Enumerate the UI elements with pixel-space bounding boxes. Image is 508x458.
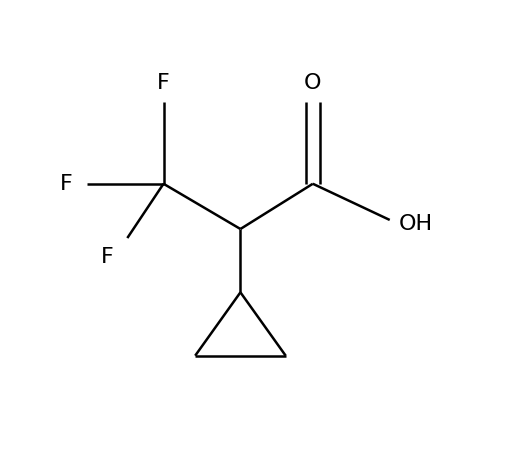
- Text: F: F: [60, 174, 73, 194]
- Text: OH: OH: [399, 214, 433, 234]
- Text: F: F: [157, 73, 170, 93]
- Text: F: F: [101, 247, 114, 267]
- Text: O: O: [304, 73, 322, 93]
